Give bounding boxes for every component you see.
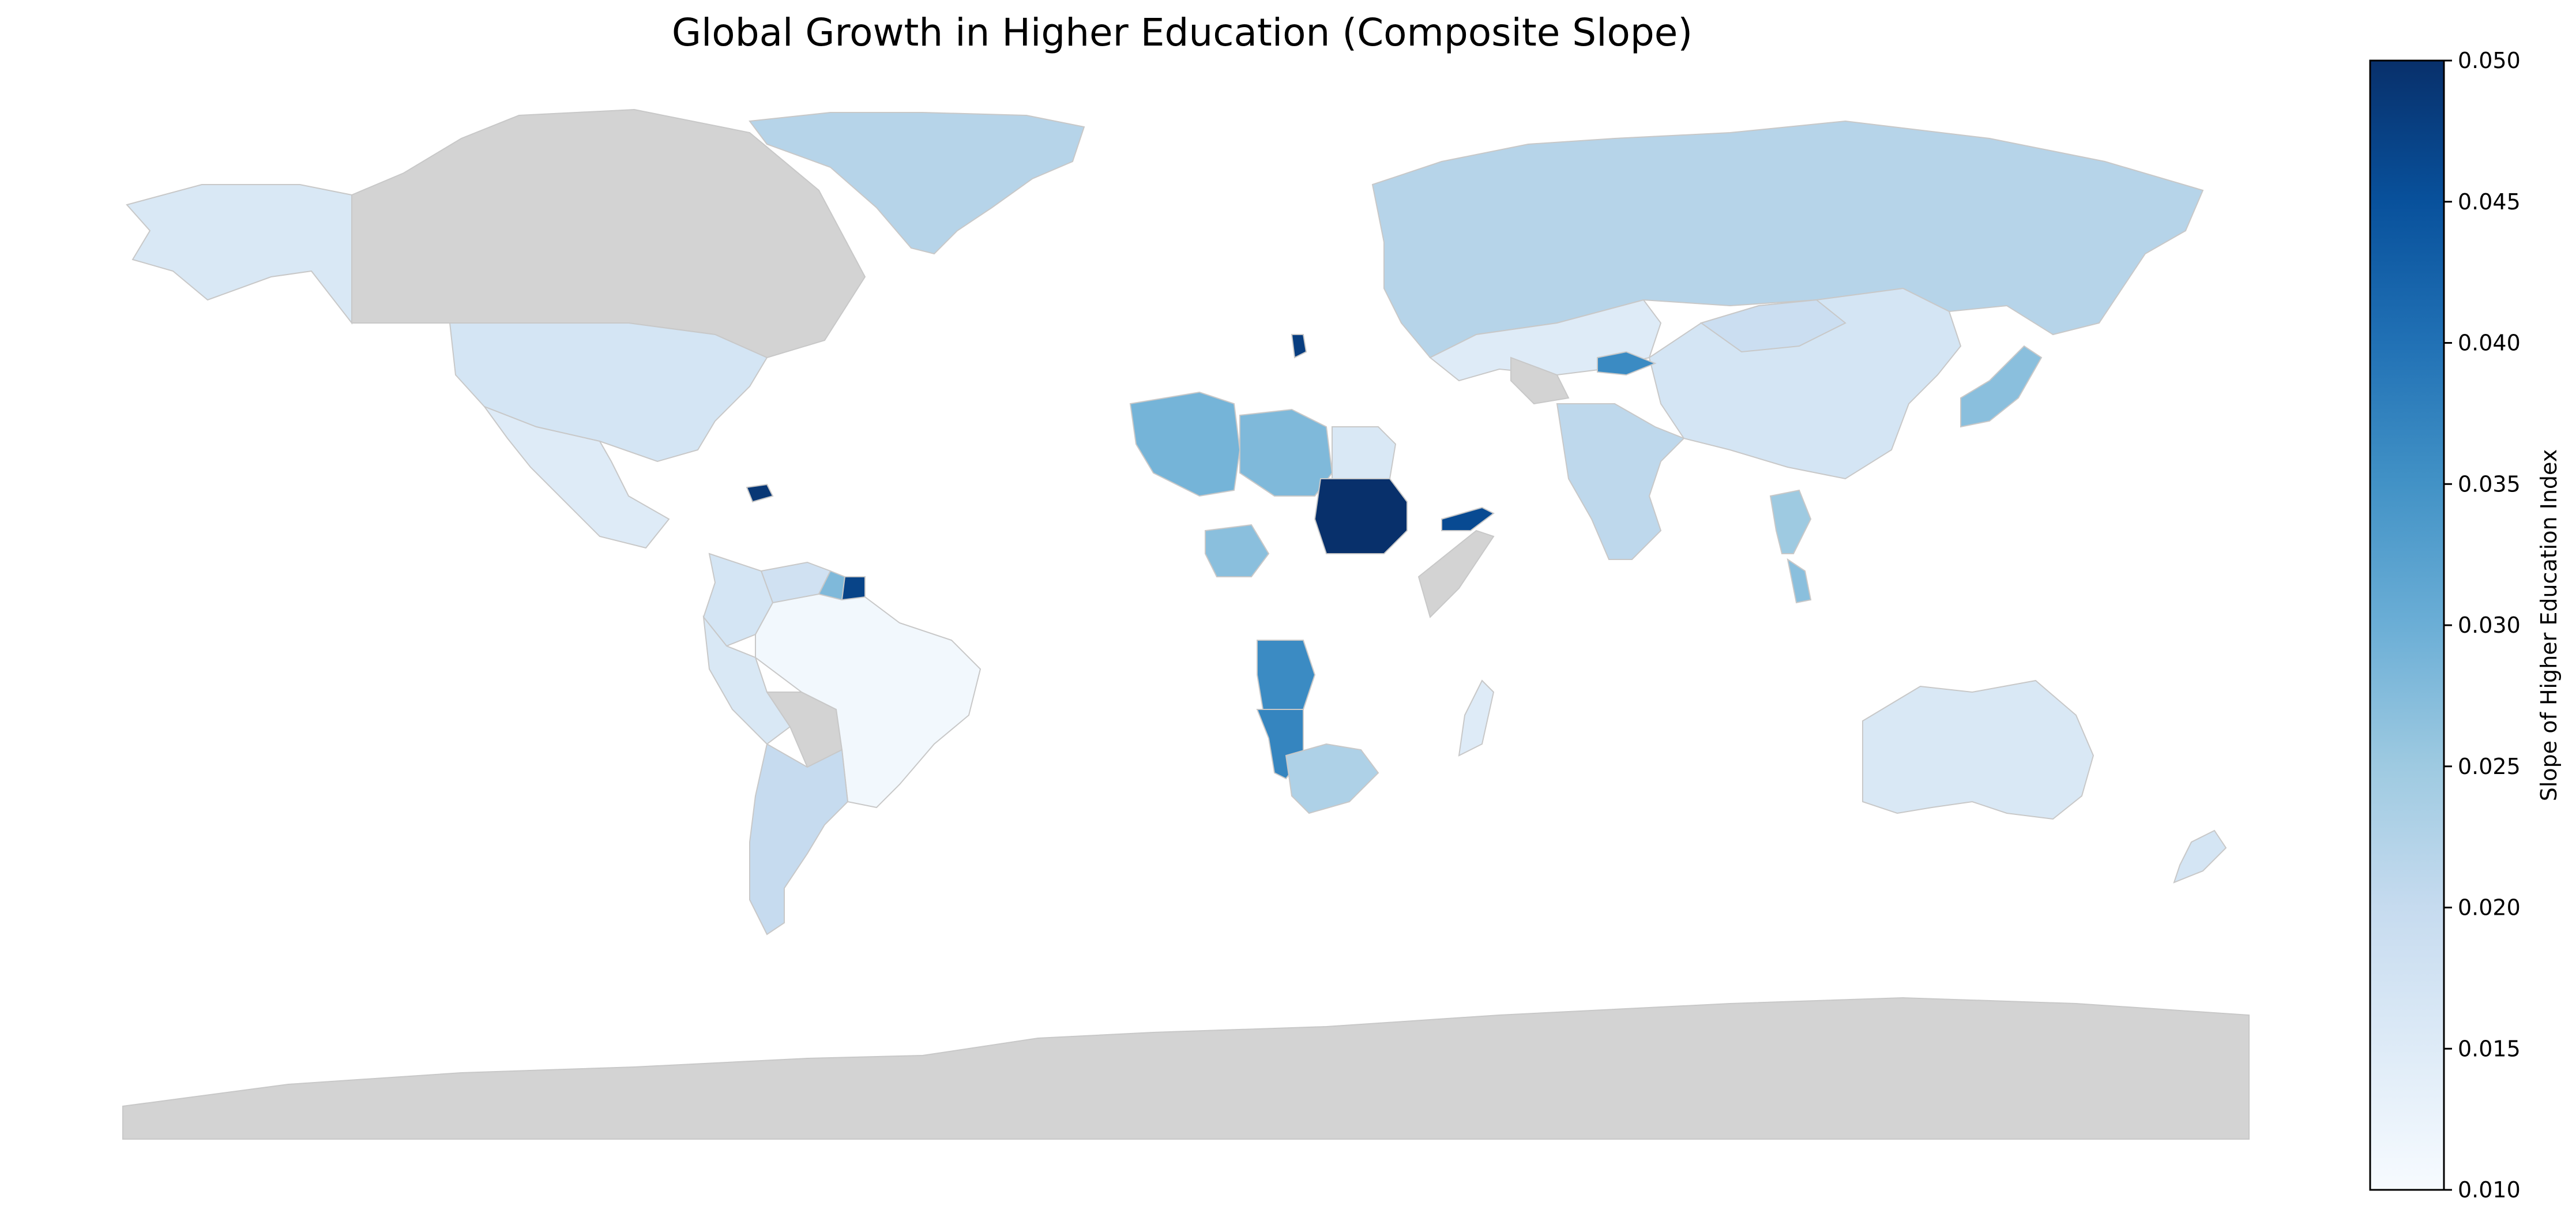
region-mongolia: [1699, 299, 1847, 353]
region-madagascar: [1458, 679, 1495, 757]
region-colombia: [702, 553, 774, 647]
region-thailand: [1769, 489, 1812, 554]
colorbar-tick-label: 0.025: [2458, 754, 2521, 779]
colorbar-tick-label: 0.030: [2458, 613, 2521, 638]
region-malaysia: [1787, 558, 1812, 604]
colorbar-ticks: 0.050 0.045 0.040 0.035 0.030 0.025 0.020 0.015…: [2444, 48, 2521, 1203]
region-egypt: [1332, 426, 1397, 479]
region-india: [1556, 403, 1685, 560]
region-serbia: [1291, 334, 1307, 359]
colorbar-gradient: [2369, 59, 2445, 1191]
region-australia: [1862, 679, 2094, 820]
colorbar-label: Slope of Higher Education Index: [2536, 449, 2562, 802]
region-brazil: [755, 593, 981, 809]
colorbar-tick-label: 0.020: [2458, 895, 2521, 921]
region-algeria: [1129, 391, 1241, 497]
colorbar-tick-label: 0.040: [2458, 330, 2521, 356]
region-mexico: [483, 405, 670, 549]
colorbar-tick-label: 0.015: [2458, 1036, 2521, 1061]
region-turkmenistan: [1510, 356, 1570, 405]
region-somalia: [1417, 529, 1495, 618]
region-yemen: [1441, 506, 1495, 531]
colorbar-tick-label: 0.045: [2458, 189, 2521, 215]
region-south-africa: [1285, 743, 1379, 814]
region-sudan: [1314, 478, 1408, 554]
region-new-zealand: [2173, 829, 2227, 884]
colorbar-tick-label: 0.050: [2458, 48, 2521, 73]
map-title: Global Growth in Higher Education (Compo…: [671, 10, 1693, 55]
region-nigeria: [1205, 524, 1270, 577]
region-argentina: [749, 743, 849, 936]
region-japan: [1960, 345, 2043, 428]
colorbar-tick-label: 0.035: [2458, 471, 2521, 497]
colorbar-tick-label: 0.010: [2458, 1177, 2521, 1203]
region-haiti: [746, 483, 774, 503]
region-alaska-usa: [126, 184, 352, 325]
map-regions: [122, 108, 2250, 1140]
region-kyrgyzstan: [1597, 351, 1657, 376]
region-greenland: [749, 112, 1085, 255]
region-antarctica: [122, 997, 2250, 1140]
